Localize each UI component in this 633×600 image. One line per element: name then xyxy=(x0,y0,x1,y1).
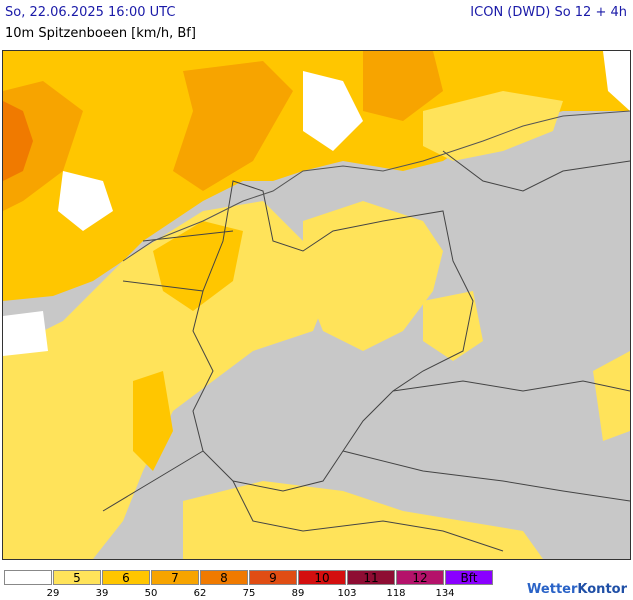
brand-name-b: Kontor xyxy=(577,582,627,597)
legend-tick: 89 xyxy=(291,588,305,599)
legend-tick: 103 xyxy=(337,588,357,599)
east-patch xyxy=(593,351,630,441)
uk-coast-strong-area xyxy=(3,101,33,181)
forecast-datetime: So, 22.06.2025 16:00 UTC xyxy=(5,5,176,20)
legend-class-4: 8 xyxy=(200,570,248,585)
legend-class-0 xyxy=(4,570,52,585)
danish-islands-calm xyxy=(303,51,630,151)
parameter-title: 10m Spitzenboeen [km/h, Bf] xyxy=(5,26,196,41)
legend-tick: 50 xyxy=(144,588,158,599)
borders xyxy=(102,150,630,552)
legend-class-9: Bft xyxy=(445,570,493,585)
legend-class-label: 11 xyxy=(363,571,379,585)
legend-class-label: 5 xyxy=(73,571,81,585)
legend-tick: 62 xyxy=(193,588,207,599)
baltic-gust-area xyxy=(423,91,563,161)
brand-logo: WetterKontor xyxy=(527,582,627,597)
legend-tick: 75 xyxy=(242,588,256,599)
wind-legend: 5 6 7 8 9 10 11 12 Bft xyxy=(4,570,494,586)
legend-tick: 118 xyxy=(386,588,406,599)
gust-map[interactable] xyxy=(2,50,631,560)
legend-class-8: 12 xyxy=(396,570,444,585)
benelux-stronger-area xyxy=(133,221,243,471)
legend-class-1: 5 xyxy=(53,570,101,585)
legend-class-7: 11 xyxy=(347,570,395,585)
legend-class-label: 8 xyxy=(220,571,228,585)
benelux-gust-area xyxy=(3,201,333,559)
legend-tick: 29 xyxy=(46,588,60,599)
legend-class-5: 9 xyxy=(249,570,297,585)
legend-class-label: 9 xyxy=(269,571,277,585)
north-sea-strong-area xyxy=(3,51,443,211)
alps-patches xyxy=(183,481,543,559)
legend-tick: 134 xyxy=(435,588,455,599)
legend-class-2: 6 xyxy=(102,570,150,585)
legend-class-3: 7 xyxy=(151,570,199,585)
channel-calm xyxy=(3,171,113,356)
map-canvas xyxy=(3,51,630,559)
brand-name-a: Wetter xyxy=(527,582,578,597)
legend-class-label: 6 xyxy=(122,571,130,585)
legend-class-6: 10 xyxy=(298,570,346,585)
legend-class-label: Bft xyxy=(460,571,478,585)
model-run-label: ICON (DWD) So 12 + 4h xyxy=(470,5,627,20)
legend-tick: 39 xyxy=(95,588,109,599)
coastline xyxy=(122,110,630,262)
central-patches xyxy=(303,201,483,361)
legend-class-label: 7 xyxy=(171,571,179,585)
legend-class-label: 10 xyxy=(314,571,330,585)
legend-class-label: 12 xyxy=(412,571,428,585)
